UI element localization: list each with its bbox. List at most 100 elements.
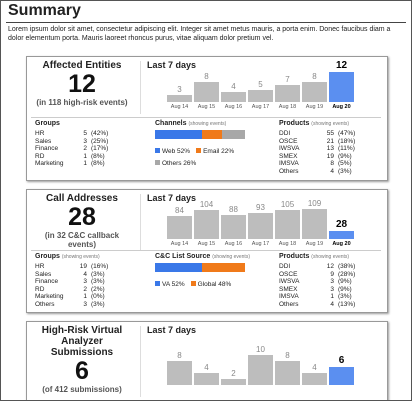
panel-title: High-Risk Virtual Analyzer Submissions: [41, 325, 123, 358]
bar-value: 5: [258, 79, 263, 89]
trend-bar: [329, 72, 354, 102]
column-header: C&C List Source (showing events): [155, 253, 273, 260]
row-share: (47%): [338, 130, 356, 137]
section-rule: [31, 250, 381, 251]
row-share: (3%): [91, 300, 105, 308]
bar-date: Aug 19: [305, 104, 324, 110]
row-count: 2: [83, 285, 87, 293]
bar-date: Aug 14: [170, 104, 189, 110]
row-share: (8%): [91, 160, 105, 167]
row-count: 4: [330, 300, 334, 308]
bar-date: Aug 16: [224, 104, 243, 110]
trend-bar: [194, 210, 219, 239]
row-name: DDI: [279, 130, 291, 137]
row-share: (5%): [338, 160, 352, 167]
row-count: 9: [330, 270, 334, 278]
column-title: C&C List Source: [155, 253, 211, 260]
legend-swatch: [155, 281, 160, 286]
panel-title: Call Addresses: [46, 193, 118, 204]
column-title: Groups: [35, 253, 60, 260]
column-header: Channels (showing events): [155, 120, 273, 127]
share-segment: [155, 263, 202, 272]
bar-value: 105: [280, 200, 295, 210]
trend-title: Last 7 days: [147, 193, 197, 203]
column-note: (showing events): [188, 121, 227, 127]
trend-bar: [167, 215, 192, 239]
trend-bar: [248, 355, 273, 385]
row-count: 4: [83, 270, 87, 278]
row-name: OSCE: [279, 137, 298, 145]
trend-bar: [221, 92, 246, 102]
bar-value: 84: [175, 205, 184, 215]
panel-subtitle: (of 412 submissions): [42, 385, 122, 394]
trend-bar: [221, 379, 246, 385]
bar-value: 7: [285, 74, 290, 84]
row-share: (2%): [91, 285, 105, 293]
description: Lorem ipsum dolor sit amet, consectetur …: [8, 26, 391, 42]
legend-label: Email 22%: [203, 148, 235, 155]
row-count: 12: [326, 263, 334, 270]
column-note: (showing events): [311, 254, 350, 260]
panel-column: Groups HR 5 (42%) Sales 3 (25%) Finance 2 (17%) RD…: [35, 120, 150, 176]
bar-date: Aug 20: [332, 104, 351, 110]
trend-bar: [302, 373, 327, 385]
summary: High-Risk Virtual Analyzer Submissions 6(…: [32, 325, 132, 394]
row-share: (17%): [91, 145, 109, 152]
row-share: (9%): [338, 285, 352, 293]
legend: VA 52% Global 48%: [155, 277, 265, 289]
column-note: (showing events): [61, 254, 100, 260]
bar-date: Aug 17: [251, 104, 270, 110]
row-share: (42%): [91, 130, 109, 137]
panel-column: Groups (showing events) HR 19 (16%) Sales 4 (3…: [35, 253, 150, 309]
row-share: (11%): [338, 145, 355, 152]
row-count: 1: [330, 293, 334, 300]
panel-count: 28: [68, 203, 96, 231]
divider: [140, 326, 141, 397]
trend-bar: [194, 373, 219, 385]
trend-bar: [275, 210, 300, 239]
share-segment: [201, 130, 222, 139]
row-count: 2: [83, 145, 87, 152]
legend-label: Global 48%: [197, 281, 232, 288]
legend-item: Others 26%: [155, 159, 196, 168]
trend-bar: [167, 94, 192, 102]
row-count: 19: [326, 152, 334, 160]
panel-column: Products (showing events) DDI 55 (47%) OSCE 2…: [279, 120, 387, 176]
column-header: Products (showing events): [279, 120, 387, 127]
bar-date: Aug 18: [278, 241, 297, 247]
column-note: (showing events): [212, 254, 250, 260]
source-column: Channels (showing events) Web 52% Email 22…: [155, 120, 273, 176]
legend-swatch: [190, 281, 196, 286]
column-title: Products: [279, 120, 310, 127]
row-name: HR: [35, 263, 45, 270]
row-name: IMSVA: [279, 160, 299, 167]
bar-value: 4: [312, 363, 317, 372]
row-name: OSCE: [279, 270, 298, 278]
legend-swatch: [155, 148, 160, 153]
legend-item: Global 48%: [190, 280, 232, 289]
row-count: 1: [83, 152, 87, 160]
row-share: (9%): [338, 152, 352, 160]
row-name: Finance: [35, 145, 59, 152]
row-count: 3: [83, 137, 87, 145]
bar-value: 8: [177, 351, 182, 360]
row-count: 1: [83, 160, 87, 167]
share-segment: [221, 130, 245, 139]
row-name: Others: [35, 300, 55, 308]
row-name: HR: [35, 130, 45, 137]
bar-value: 4: [231, 82, 236, 91]
legend-item: VA 52%: [155, 280, 185, 289]
row-count: 21: [326, 137, 334, 145]
trend-bar: [248, 89, 273, 102]
row-name: RD: [35, 285, 45, 293]
bar-value: 8: [204, 72, 209, 81]
page-title: Summary: [8, 2, 81, 19]
bar-date: Aug 16: [224, 241, 243, 247]
column-title: Products: [279, 253, 310, 260]
bar-value: 109: [307, 199, 322, 208]
row-share: (3%): [91, 270, 105, 278]
row-name: Others: [279, 167, 299, 175]
bar-date: Aug 19: [305, 241, 324, 247]
bar-value: 4: [204, 363, 209, 372]
panel-subtitle: (in 118 high-risk events): [36, 98, 128, 107]
